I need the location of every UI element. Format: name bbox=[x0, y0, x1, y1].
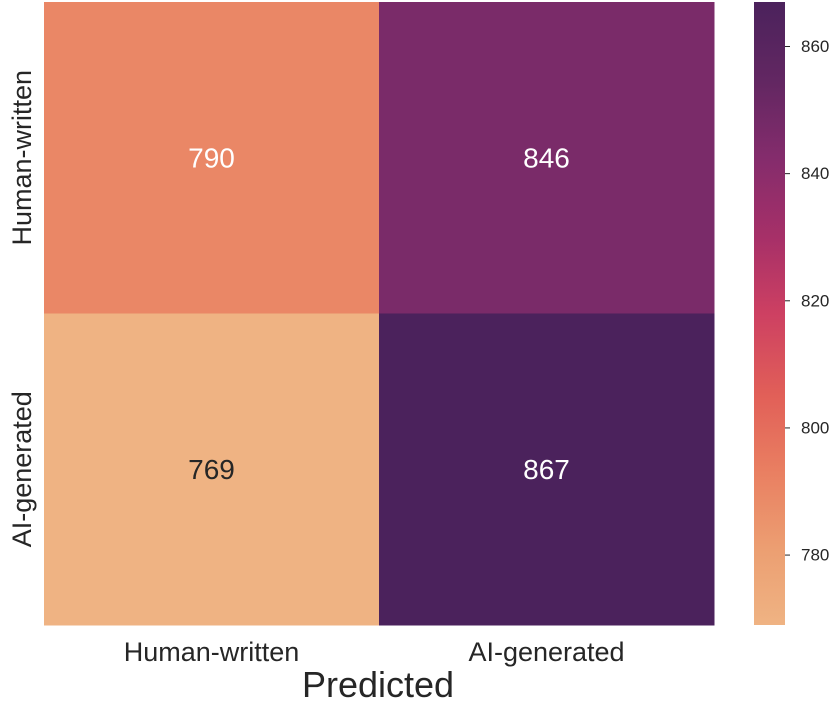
colorbar-tick-label-0: 780 bbox=[801, 546, 829, 565]
cell-value-label-r0-c0: 790 bbox=[188, 142, 235, 173]
cell-value-label-r0-c1: 846 bbox=[523, 142, 570, 173]
colorbar-tick-label-2: 820 bbox=[801, 291, 829, 310]
heatmap-cell-r0-c1 bbox=[379, 2, 715, 314]
heatmap-cell-labels: 790 846 769 867 bbox=[188, 142, 570, 485]
x-tick-label-1: AI-generated bbox=[468, 637, 624, 667]
heatmap-cells bbox=[44, 2, 715, 626]
x-axis-label: Predicted bbox=[302, 664, 454, 704]
heatmap-cell-r1-c1 bbox=[379, 313, 715, 626]
colorbar-tick-label-4: 860 bbox=[801, 37, 829, 56]
cell-value-label-r1-c0: 769 bbox=[188, 454, 235, 485]
heatmap-cell-r1-c0 bbox=[44, 313, 380, 626]
y-tick-label-0: Human-written bbox=[7, 70, 37, 246]
y-tick-label-1: AI-generated bbox=[7, 391, 37, 547]
heatmap-cell-r0-c0 bbox=[44, 2, 380, 314]
y-tick-labels: Human-written AI-generated bbox=[7, 70, 37, 547]
cell-value-label-r1-c1: 867 bbox=[523, 454, 570, 485]
colorbar-tick-label-1: 800 bbox=[801, 418, 829, 437]
colorbar bbox=[754, 2, 785, 625]
colorbar-ticks: 780 800 820 840 860 bbox=[785, 37, 829, 565]
x-tick-labels: Human-written AI-generated bbox=[124, 637, 625, 667]
x-tick-label-0: Human-written bbox=[124, 637, 300, 667]
colorbar-tick-label-3: 840 bbox=[801, 164, 829, 183]
